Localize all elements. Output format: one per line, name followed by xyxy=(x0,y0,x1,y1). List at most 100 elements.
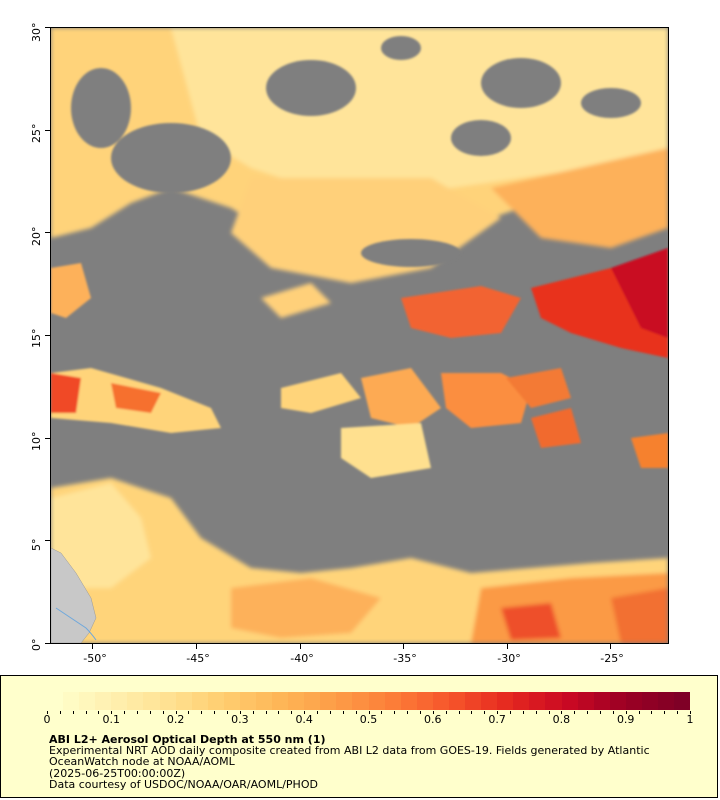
colorbar-tickmark xyxy=(317,711,319,714)
colorbar-tickmark xyxy=(419,711,421,714)
colorbar-tickmark xyxy=(368,711,370,714)
legend-title: ABI L2+ Aerosol Optical Depth at 550 nm … xyxy=(49,733,326,746)
colorbar-tickmark xyxy=(85,711,87,714)
colorbar-segment xyxy=(625,692,642,710)
colorbar-segment xyxy=(111,692,128,710)
colorbar-tickmark xyxy=(175,711,177,714)
lat-label: 30° xyxy=(30,22,43,43)
colorbar-tick-label: 0 xyxy=(43,713,51,726)
colorbar-tick-label: 0.8 xyxy=(552,713,571,726)
colorbar-tickmark xyxy=(291,711,293,714)
colorbar-segment xyxy=(239,692,257,710)
lat-label: 0° xyxy=(30,638,43,652)
colorbar-segment xyxy=(416,692,433,710)
colorbar-segment xyxy=(368,692,385,710)
colorbar-segment xyxy=(95,692,112,710)
colorbar-tick-label: 0.6 xyxy=(424,713,442,726)
legend-credit: Data courtesy of USDOC/NOAA/OAR/AOML/PHO… xyxy=(49,778,318,791)
colorbar-tickmark xyxy=(561,711,563,714)
colorbar-tickmark xyxy=(432,711,434,714)
colorbar-tickmark xyxy=(342,711,344,714)
colorbar-segment xyxy=(481,692,498,710)
colorbar-tick-label: 0.3 xyxy=(231,713,249,726)
colorbar-tickmark xyxy=(278,711,280,714)
lat-label: 5° xyxy=(30,538,43,552)
colorbar-tickmark xyxy=(471,711,473,714)
colorbar-segment xyxy=(513,692,530,710)
colorbar-segment xyxy=(577,692,594,710)
colorbar-tickmark xyxy=(497,711,499,714)
colorbar-tickmark xyxy=(664,711,666,714)
colorbar-tickmark xyxy=(355,711,357,714)
colorbar-tickmark xyxy=(149,711,151,714)
lat-label: 10° xyxy=(30,431,43,452)
colorbar-tickmark xyxy=(124,711,126,714)
colorbar-segment xyxy=(79,692,96,710)
lon-label: -35° xyxy=(393,652,417,665)
colorbar xyxy=(47,692,691,710)
colorbar-segment xyxy=(609,692,626,710)
colorbar-tick-label: 0.7 xyxy=(488,713,506,726)
lon-label: -45° xyxy=(186,652,210,665)
colorbar-segment xyxy=(529,692,546,710)
lon-label: -50° xyxy=(83,652,107,665)
colorbar-segment xyxy=(657,692,675,710)
colorbar-segment xyxy=(191,692,208,710)
colorbar-tickmark xyxy=(445,711,447,714)
legend-description-cont: OceanWatch node at NOAA/AOML xyxy=(49,755,235,768)
colorbar-tickmark xyxy=(59,711,61,714)
colorbar-segment xyxy=(143,692,160,710)
colorbar-tickmark xyxy=(625,711,627,714)
colorbar-tickmark xyxy=(381,711,383,714)
colorbar-segment xyxy=(465,692,482,710)
colorbar-tickmark xyxy=(612,711,614,714)
lat-label: 15° xyxy=(30,328,43,349)
lon-tickmark xyxy=(610,644,611,649)
colorbar-tickmark xyxy=(47,711,48,714)
colorbar-tick-label: 0.4 xyxy=(295,713,313,726)
colorbar-tickmark xyxy=(509,711,511,714)
colorbar-tickmark xyxy=(587,711,589,714)
colorbar-segment xyxy=(674,692,691,710)
colorbar-segment xyxy=(207,692,224,710)
colorbar-segment xyxy=(159,692,176,710)
lon-tickmark xyxy=(507,644,508,649)
lat-tickmark xyxy=(45,27,50,28)
colorbar-tick-label: 0.5 xyxy=(359,713,378,726)
colorbar-tickmark xyxy=(137,711,139,714)
lat-label: 25° xyxy=(30,123,43,144)
colorbar-segment xyxy=(272,692,289,710)
lon-label: -30° xyxy=(497,652,521,665)
colorbar-tickmark xyxy=(72,711,74,714)
colorbar-tickmark xyxy=(201,711,203,714)
lon-tickmark xyxy=(300,644,301,649)
lon-tickmark xyxy=(403,644,404,649)
colorbar-tickmark xyxy=(677,711,679,714)
no-data-gaps-north xyxy=(71,36,641,267)
colorbar-tickmark xyxy=(548,711,550,714)
colorbar-tickmark xyxy=(304,711,306,714)
lat-tickmark xyxy=(45,540,50,541)
colorbar-tick-label: 0.1 xyxy=(102,713,121,726)
colorbar-segment xyxy=(336,692,353,710)
colorbar-segment xyxy=(127,692,144,710)
colorbar-tickmark xyxy=(188,711,190,714)
colorbar-segment xyxy=(497,692,514,710)
colorbar-segment xyxy=(561,692,578,710)
colorbar-segment xyxy=(545,692,562,710)
colorbar-tickmark xyxy=(574,711,576,714)
colorbar-tickmark xyxy=(239,711,241,714)
lat-tickmark xyxy=(45,130,50,131)
colorbar-segment xyxy=(223,692,240,710)
legend-panel: ABI L2+ Aerosol Optical Depth at 550 nm … xyxy=(0,675,718,798)
lat-tickmark xyxy=(45,232,50,233)
aerosol-region-west xyxy=(51,263,221,433)
lat-tickmark xyxy=(45,438,50,439)
colorbar-tickmark xyxy=(458,711,460,714)
colorbar-segment xyxy=(400,692,417,710)
colorbar-segment xyxy=(641,692,658,710)
colorbar-tickmark xyxy=(214,711,216,714)
colorbar-segment xyxy=(63,692,80,710)
colorbar-tickmark xyxy=(599,711,601,714)
colorbar-tickmark xyxy=(484,711,486,714)
